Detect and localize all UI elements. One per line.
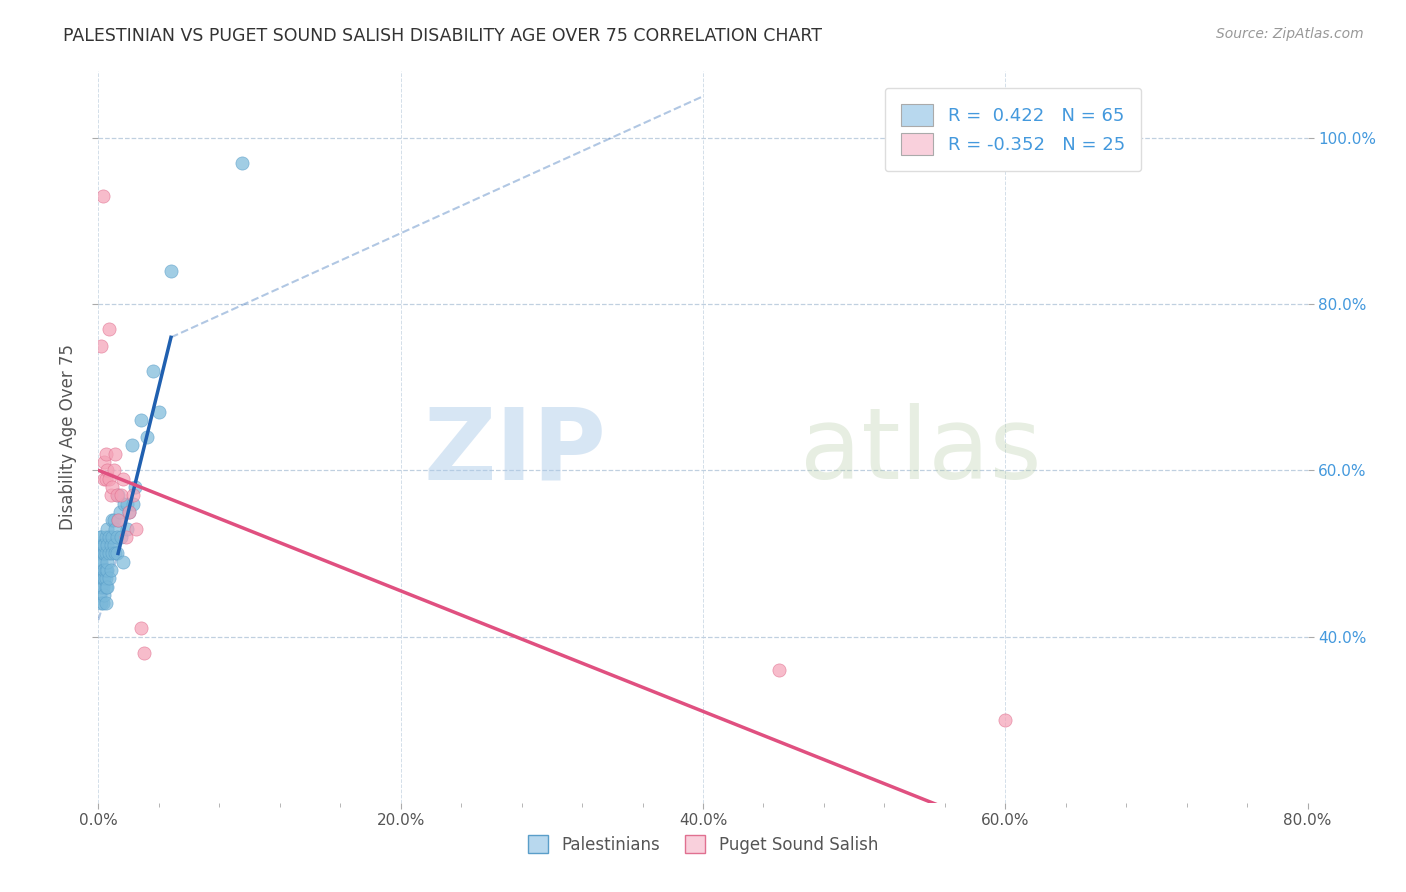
Point (160, 264, 183, 278)
Legend: Palestinians, Puget Sound Salish: Palestinians, Puget Sound Salish (522, 829, 884, 860)
Point (89, 546, 111, 560)
Point (104, 447, 127, 461)
Point (94, 447, 117, 461)
Point (101, 513, 124, 527)
Point (91, 596, 114, 610)
Point (94, 571, 117, 585)
Point (98, 546, 121, 560)
Point (91, 580, 114, 594)
Point (94, 596, 117, 610)
Point (91, 571, 114, 585)
Point (94, 530, 117, 544)
Point (91, 563, 114, 577)
Point (90, 596, 112, 610)
Point (110, 530, 132, 544)
Point (118, 505, 141, 519)
Point (100, 538, 122, 552)
Point (90, 339, 112, 353)
Point (124, 480, 146, 494)
Point (98, 322, 121, 336)
Point (994, 713, 1017, 727)
Point (129, 413, 152, 427)
Point (90, 555, 112, 569)
Point (93, 472, 115, 486)
Point (122, 497, 145, 511)
Text: PALESTINIAN VS PUGET SOUND SALISH DISABILITY AGE OVER 75 CORRELATION CHART: PALESTINIAN VS PUGET SOUND SALISH DISABI… (63, 27, 823, 45)
Point (96, 580, 118, 594)
Point (231, 156, 253, 170)
Point (98, 571, 121, 585)
Point (107, 513, 129, 527)
Point (90, 538, 112, 552)
Point (105, 546, 128, 560)
Point (107, 488, 129, 502)
Point (93, 563, 115, 577)
Point (98, 530, 121, 544)
Point (129, 621, 152, 635)
Y-axis label: Disability Age Over 75: Disability Age Over 75 (59, 344, 77, 530)
Point (111, 555, 134, 569)
Point (98, 472, 121, 486)
Point (96, 463, 118, 477)
Point (89, 530, 111, 544)
Point (93, 538, 115, 552)
Point (90, 571, 112, 585)
Point (104, 521, 127, 535)
Point (107, 513, 129, 527)
Point (101, 480, 124, 494)
Point (101, 530, 124, 544)
Point (93, 546, 115, 560)
Point (111, 472, 134, 486)
Point (132, 646, 155, 660)
Point (148, 405, 170, 419)
Point (96, 521, 118, 535)
Point (112, 497, 135, 511)
Point (110, 488, 132, 502)
Point (89, 555, 111, 569)
Point (93, 588, 115, 602)
Point (91, 538, 114, 552)
Point (100, 488, 122, 502)
Point (135, 430, 157, 444)
Text: atlas: atlas (800, 403, 1042, 500)
Point (96, 563, 118, 577)
Point (103, 463, 125, 477)
Point (108, 505, 131, 519)
Point (103, 513, 125, 527)
Point (94, 580, 117, 594)
Point (118, 505, 141, 519)
Point (94, 472, 117, 486)
Point (142, 363, 165, 377)
Point (114, 530, 136, 544)
Point (90, 580, 112, 594)
Point (91, 189, 114, 203)
Point (125, 521, 148, 535)
Point (94, 563, 117, 577)
Point (96, 555, 118, 569)
Point (105, 530, 128, 544)
Point (93, 571, 115, 585)
Point (101, 546, 124, 560)
Text: Source: ZipAtlas.com: Source: ZipAtlas.com (1216, 27, 1364, 41)
Point (768, 663, 790, 677)
Point (121, 438, 143, 452)
Point (104, 546, 127, 560)
Point (89, 588, 111, 602)
Text: ZIP: ZIP (423, 403, 606, 500)
Point (122, 488, 145, 502)
Point (115, 497, 138, 511)
Point (90, 530, 112, 544)
Point (93, 455, 115, 469)
Point (89, 571, 111, 585)
Point (103, 538, 125, 552)
Point (94, 546, 117, 560)
Point (115, 521, 138, 535)
Point (96, 538, 118, 552)
Point (100, 563, 122, 577)
Point (105, 488, 128, 502)
Point (91, 546, 114, 560)
